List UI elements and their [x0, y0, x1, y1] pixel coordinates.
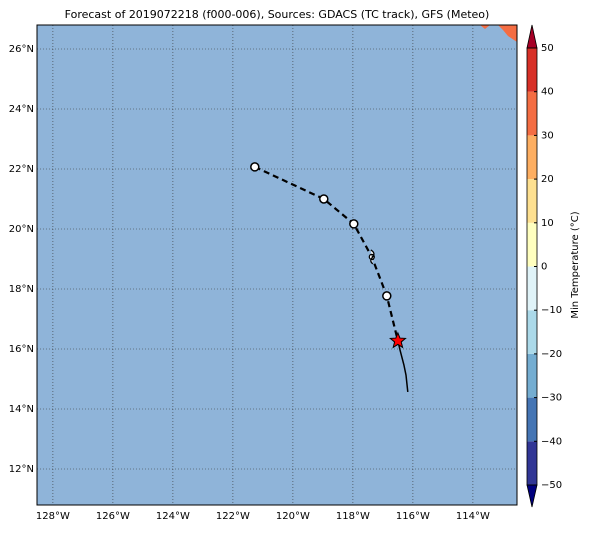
map-frame: [36, 24, 518, 506]
x-tick-label: 120°W: [276, 511, 310, 522]
colorbar-band: [527, 441, 537, 485]
colorbar-tick-label: 40: [541, 87, 554, 98]
y-tick-label: 12°N: [9, 464, 34, 475]
colorbar-band: [527, 310, 537, 354]
colorbar-band: [527, 222, 537, 267]
x-tick-label: 128°W: [36, 511, 70, 522]
colorbar-tick-label: 20: [541, 174, 554, 185]
track-point: [319, 194, 329, 204]
storm-symbol: [368, 249, 375, 265]
colorbar-tick-label: 30: [541, 130, 554, 141]
x-tick-label: 122°W: [216, 511, 250, 522]
track-point: [382, 291, 392, 301]
land: [498, 25, 517, 42]
colorbar-band: [527, 135, 537, 180]
y-tick-label: 20°N: [9, 224, 34, 235]
y-tick-label: 22°N: [9, 164, 34, 175]
x-tick-label: 114°W: [456, 511, 490, 522]
current-position: [389, 331, 407, 349]
colorbar-tick-label: 10: [541, 218, 554, 229]
forecast-track: [254, 165, 399, 342]
colorbar-over: [526, 24, 538, 49]
x-tick-label: 118°W: [336, 511, 370, 522]
colorbar-label: Min Temperature (°C): [570, 211, 581, 318]
x-tick-label: 126°W: [96, 511, 130, 522]
colorbar-tick-label: −10: [541, 305, 562, 316]
y-tick-label: 24°N: [9, 104, 34, 115]
colorbar-tick-label: −40: [541, 436, 562, 447]
colorbar-tick-label: −20: [541, 349, 562, 360]
land: [480, 25, 490, 29]
colorbar-tick-label: −50: [541, 480, 562, 491]
y-tick-label: 16°N: [9, 344, 34, 355]
colorbar-tick-label: 0: [541, 262, 547, 273]
past-track: [397, 340, 409, 392]
colorbar-band: [527, 91, 537, 136]
y-tick-label: 18°N: [9, 284, 34, 295]
colorbar-band: [527, 179, 537, 223]
track-point: [349, 219, 359, 229]
colorbar-tick-label: 50: [541, 43, 554, 54]
colorbar-tick-label: −30: [541, 393, 562, 404]
colorbar-band: [527, 48, 537, 92]
chart-title: Forecast of 2019072218 (f000-006), Sourc…: [65, 8, 490, 21]
x-tick-label: 116°W: [396, 511, 430, 522]
ocean: [37, 25, 517, 505]
track-point: [250, 162, 260, 172]
colorbar-band: [527, 266, 537, 311]
colorbar-band: [527, 397, 537, 442]
colorbar-band: [527, 353, 537, 398]
colorbar-under: [526, 484, 538, 508]
y-tick-label: 26°N: [9, 44, 34, 55]
x-tick-label: 124°W: [156, 511, 190, 522]
y-tick-label: 14°N: [9, 404, 34, 415]
